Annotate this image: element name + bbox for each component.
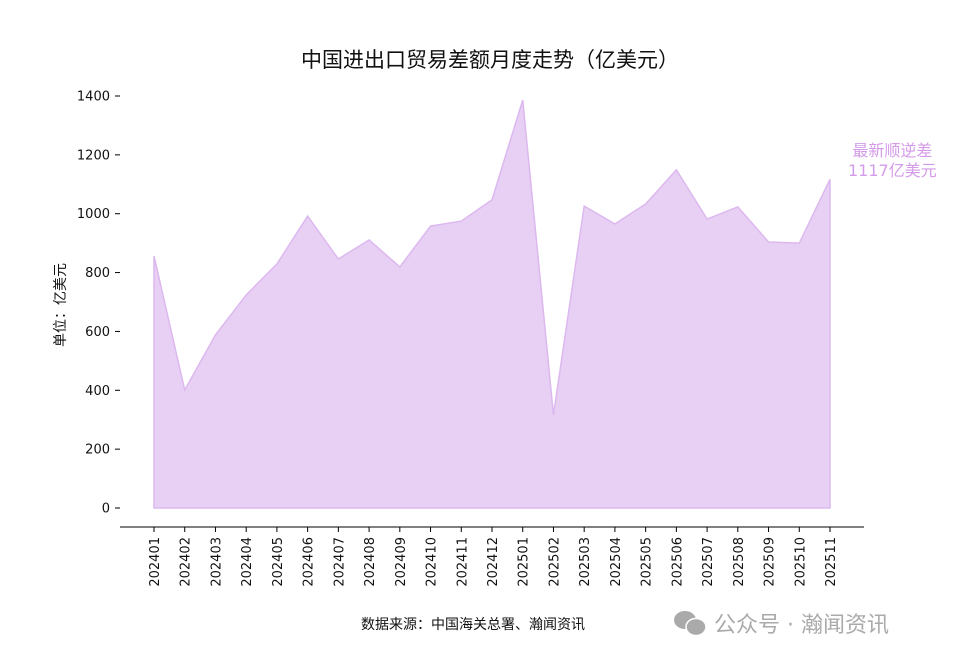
data-source: 数据来源：中国海关总署、瀚闻资讯 — [361, 617, 585, 633]
area-fill — [153, 99, 831, 509]
x-tick-label: 202410 — [425, 537, 440, 587]
y-tick-label: 400 — [85, 384, 110, 399]
x-tick-label: 202502 — [547, 537, 562, 587]
x-tick-label: 202408 — [363, 537, 378, 587]
x-tick-label: 202409 — [394, 537, 409, 587]
x-tick-label: 202407 — [332, 537, 347, 587]
wechat-icon — [674, 611, 707, 637]
x-tick-label: 202508 — [732, 537, 747, 587]
latest-annotation: 最新顺逆差 1117亿美元 — [848, 141, 937, 181]
x-tick-label: 202511 — [824, 537, 839, 587]
y-tick-label: 1000 — [77, 207, 110, 222]
x-tick-label: 202501 — [517, 537, 532, 587]
x-tick-label: 202405 — [271, 537, 286, 587]
x-tick-label: 202510 — [793, 537, 808, 587]
x-tick-label: 202506 — [670, 537, 685, 587]
x-tick-label: 202402 — [179, 537, 194, 587]
y-tick-label: 1400 — [77, 90, 110, 105]
y-tick-label: 200 — [85, 443, 110, 458]
x-tick-label: 202401 — [148, 537, 163, 587]
x-tick-label: 202503 — [578, 537, 593, 587]
x-tick-label: 202505 — [640, 537, 655, 587]
annotation-line1: 最新顺逆差 — [852, 141, 933, 160]
x-tick-label: 202403 — [209, 537, 224, 587]
x-tick-label: 202406 — [302, 537, 317, 587]
annotation-line2: 1117亿美元 — [848, 161, 937, 180]
x-tick-label: 202509 — [763, 537, 778, 587]
y-tick-label: 0 — [102, 502, 110, 517]
y-tick-label: 600 — [85, 325, 110, 340]
x-tick-label: 202411 — [455, 537, 470, 587]
y-tick-label: 1200 — [77, 148, 110, 163]
watermark: 公众号 · 瀚闻资讯 — [672, 607, 889, 639]
y-tick-label: 800 — [85, 266, 110, 281]
x-tick-label: 202504 — [609, 537, 624, 587]
x-tick-label: 202412 — [486, 537, 501, 587]
x-tick-label: 202404 — [240, 537, 255, 587]
watermark-text: 公众号 · 瀚闻资讯 — [714, 613, 889, 638]
y-axis-label: 单位：亿美元 — [53, 263, 69, 347]
x-tick-label: 202507 — [701, 537, 716, 587]
chart-title: 中国进出口贸易差额月度走势（亿美元） — [301, 48, 679, 72]
